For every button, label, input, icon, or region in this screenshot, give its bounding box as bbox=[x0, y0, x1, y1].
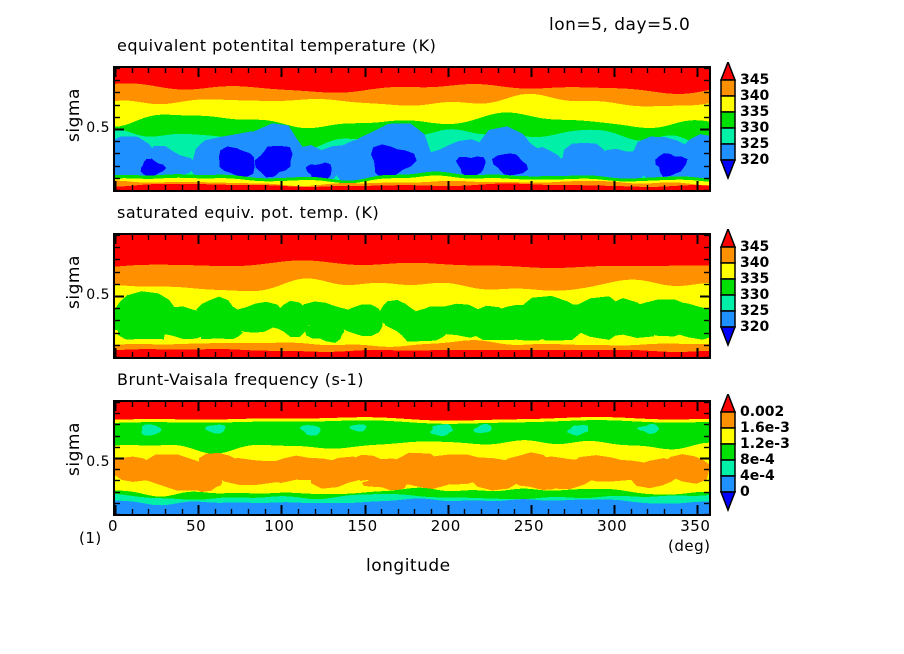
super-title: lon=5, day=5.0 bbox=[549, 15, 691, 35]
panel-3-plot[interactable] bbox=[113, 400, 711, 516]
colorbar-2-label: 345 bbox=[740, 239, 770, 255]
colorbar-3-label: 0 bbox=[740, 484, 750, 500]
x-tick-label: 200 bbox=[430, 517, 461, 535]
x-tick-label: 50 bbox=[186, 517, 207, 535]
panel-2-plot[interactable] bbox=[113, 233, 711, 359]
panel-3-contours bbox=[115, 402, 709, 514]
colorbar-3-label: 0.002 bbox=[740, 404, 785, 420]
colorbar-1-label: 330 bbox=[740, 120, 770, 136]
panel-2-ytick-0.5: 0.5 bbox=[86, 287, 110, 303]
panel-3-colorbar-swatches bbox=[719, 391, 737, 513]
panel-2-colorbar-swatches bbox=[719, 226, 737, 348]
panel-title-1: equivalent potentital temperature (K) bbox=[117, 36, 437, 55]
colorbar-1-label: 340 bbox=[740, 88, 770, 104]
panel-1-colorbar: 345 340 335 330 325 320 bbox=[718, 59, 769, 198]
colorbar-1-label: 335 bbox=[740, 104, 770, 120]
colorbar-3-label: 1.6e-3 bbox=[740, 420, 790, 436]
colorbar-3-label: 8e-4 bbox=[740, 452, 775, 468]
panel-1-ytick-0.5: 0.5 bbox=[86, 120, 110, 136]
panel-1-ylabel: sigma bbox=[64, 88, 84, 142]
panel-3-colorbar: 0.002 1.6e-3 1.2e-3 8e-4 4e-4 0 bbox=[718, 391, 790, 530]
colorbar-2-label: 330 bbox=[740, 287, 770, 303]
panel-1-colorbar-swatches bbox=[719, 59, 737, 181]
x-tick-label: 150 bbox=[347, 517, 378, 535]
panel-2-colorbar: 345 340 335 330 325 320 bbox=[718, 226, 769, 365]
x-tick-label: 350 bbox=[680, 517, 711, 535]
panel-1-contours bbox=[115, 68, 709, 190]
x-tick-label: 100 bbox=[264, 517, 295, 535]
x-tick-label: 0 bbox=[107, 517, 119, 535]
panel-title-2: saturated equiv. pot. temp. (K) bbox=[117, 203, 380, 222]
colorbar-3-label: 4e-4 bbox=[740, 468, 775, 484]
colorbar-2-label: 335 bbox=[740, 271, 770, 287]
colorbar-1-label: 325 bbox=[740, 136, 770, 152]
panel-1-plot[interactable] bbox=[113, 66, 711, 192]
panel-2-contours bbox=[115, 235, 709, 357]
colorbar-2-label: 340 bbox=[740, 255, 770, 271]
panel-2-ylabel: sigma bbox=[64, 255, 84, 309]
panel-3-ylabel: sigma bbox=[64, 422, 84, 476]
x-tick-label: 300 bbox=[597, 517, 628, 535]
colorbar-1-label: 320 bbox=[740, 152, 770, 168]
colorbar-3-label: 1.2e-3 bbox=[740, 436, 790, 452]
lower-left-note: (1) bbox=[79, 529, 102, 547]
x-tick-label: 250 bbox=[513, 517, 545, 535]
panel-3-ytick-0.5: 0.5 bbox=[86, 454, 110, 470]
lower-right-note: (deg) bbox=[668, 537, 711, 555]
colorbar-1-label: 345 bbox=[740, 72, 770, 88]
colorbar-2-label: 320 bbox=[740, 319, 770, 335]
colorbar-2-label: 325 bbox=[740, 303, 770, 319]
panel-title-3: Brunt-Vaisala frequency (s-1) bbox=[117, 370, 364, 389]
x-axis-title: longitude bbox=[366, 556, 451, 576]
